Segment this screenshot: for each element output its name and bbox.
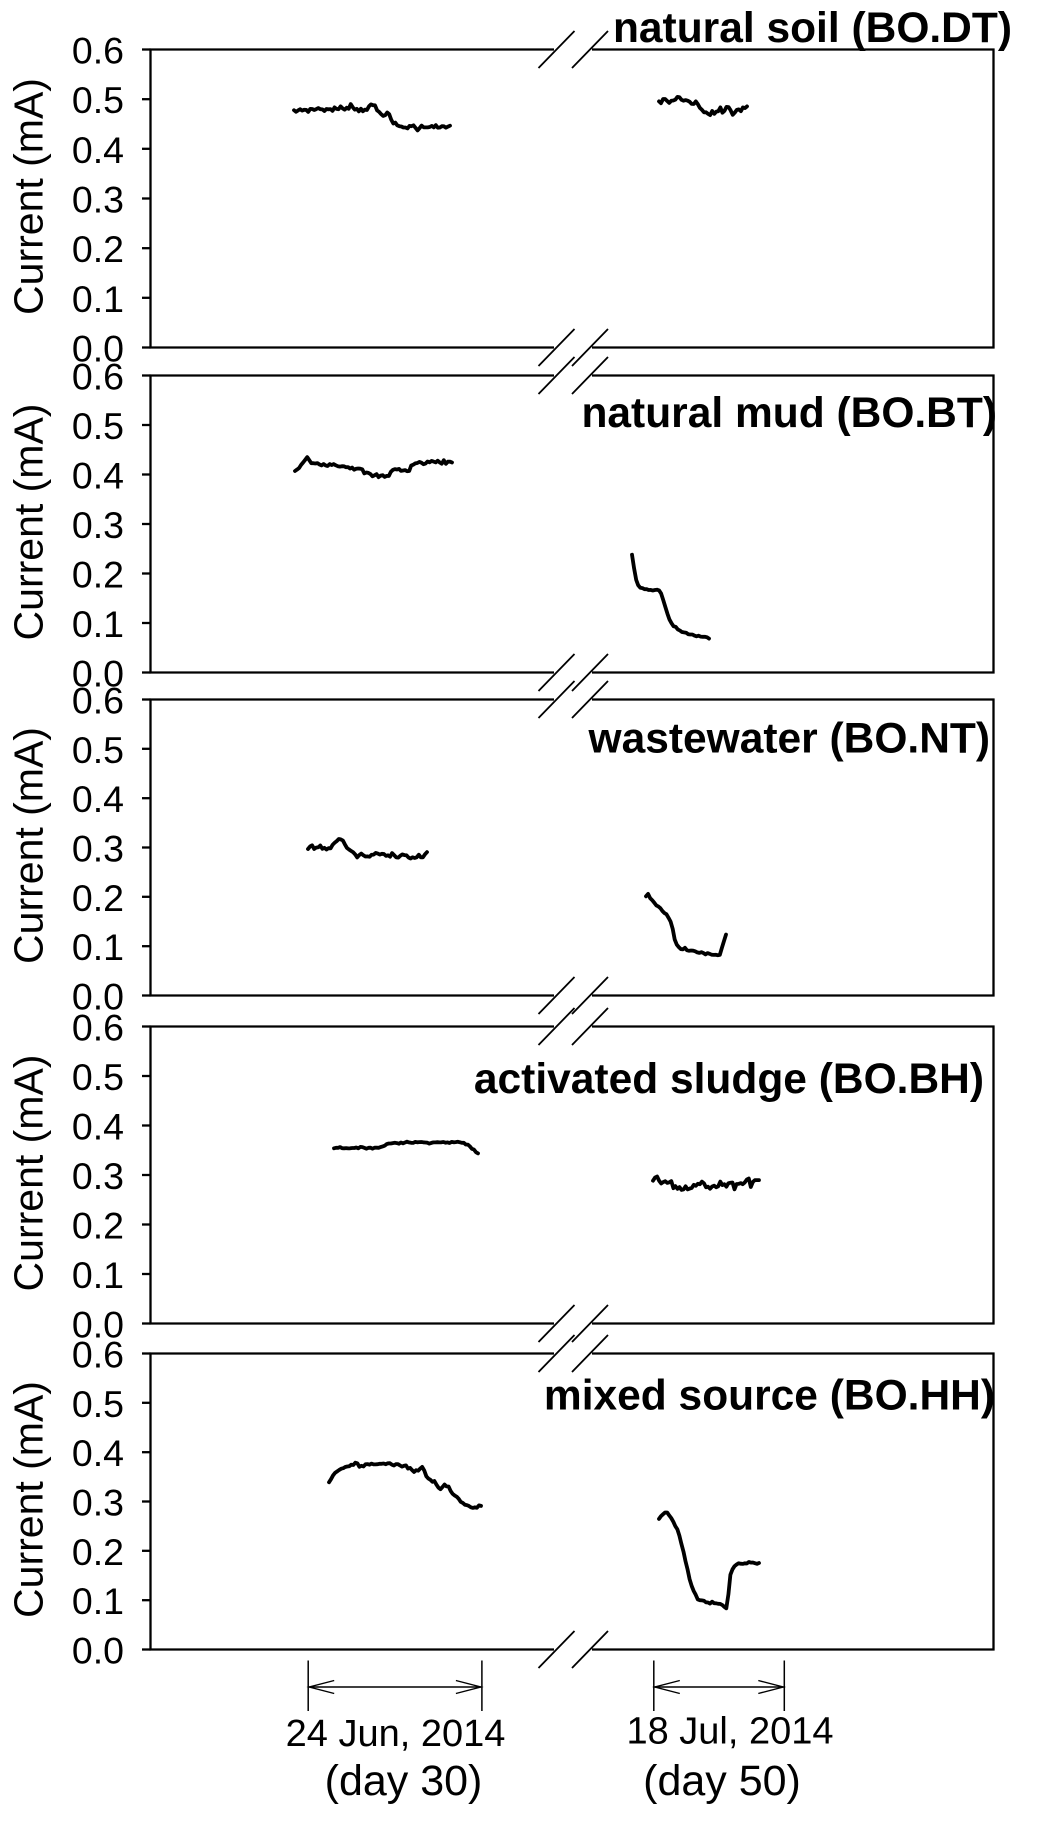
svg-text:0.5: 0.5 [72, 1056, 124, 1098]
svg-text:Current (mA): Current (mA) [6, 727, 52, 964]
svg-text:0.4: 0.4 [72, 1432, 124, 1474]
svg-text:0.1: 0.1 [72, 278, 124, 320]
svg-text:0.3: 0.3 [72, 1482, 124, 1524]
svg-text:0.5: 0.5 [72, 729, 124, 771]
svg-text:Current (mA): Current (mA) [6, 1055, 52, 1292]
svg-text:18 Jul, 2014: 18 Jul, 2014 [626, 1711, 833, 1753]
svg-text:wastewater (BO.NT): wastewater (BO.NT) [588, 716, 990, 763]
svg-text:(day 50): (day 50) [643, 1757, 801, 1805]
svg-text:0.0: 0.0 [72, 653, 124, 695]
svg-text:0.1: 0.1 [72, 926, 124, 968]
svg-text:0.3: 0.3 [72, 828, 124, 870]
svg-text:0.3: 0.3 [72, 1155, 124, 1197]
svg-text:0.2: 0.2 [72, 1531, 124, 1573]
svg-text:0.4: 0.4 [72, 455, 124, 497]
svg-text:0.3: 0.3 [72, 504, 124, 546]
svg-text:0.2: 0.2 [72, 228, 124, 270]
svg-text:(day 30): (day 30) [325, 1757, 483, 1805]
svg-text:0.6: 0.6 [72, 1007, 124, 1049]
svg-text:0.4: 0.4 [72, 778, 124, 820]
svg-text:0.1: 0.1 [72, 603, 124, 645]
svg-text:0.2: 0.2 [72, 877, 124, 919]
svg-text:Current (mA): Current (mA) [6, 404, 52, 641]
svg-text:0.0: 0.0 [72, 976, 124, 1018]
svg-text:0.0: 0.0 [72, 328, 124, 370]
svg-text:0.2: 0.2 [72, 1205, 124, 1247]
svg-text:0.1: 0.1 [72, 1254, 124, 1296]
svg-text:0.6: 0.6 [72, 680, 124, 722]
svg-text:0.4: 0.4 [72, 129, 124, 171]
svg-text:24 Jun, 2014: 24 Jun, 2014 [286, 1713, 506, 1755]
svg-text:activated sludge (BO.BH): activated sludge (BO.BH) [474, 1056, 984, 1103]
svg-text:0.5: 0.5 [72, 405, 124, 447]
svg-text:0.4: 0.4 [72, 1106, 124, 1148]
svg-text:0.3: 0.3 [72, 179, 124, 221]
svg-text:0.5: 0.5 [72, 1383, 124, 1425]
svg-text:0.5: 0.5 [72, 79, 124, 121]
svg-text:natural mud (BO.BT): natural mud (BO.BT) [581, 390, 997, 437]
svg-text:0.0: 0.0 [72, 1304, 124, 1346]
svg-text:0.2: 0.2 [72, 554, 124, 596]
svg-text:0.0: 0.0 [72, 1630, 124, 1672]
svg-text:mixed source (BO.HH): mixed source (BO.HH) [544, 1373, 995, 1420]
svg-text:0.1: 0.1 [72, 1580, 124, 1622]
svg-text:0.6: 0.6 [72, 30, 124, 72]
svg-text:Current (mA): Current (mA) [6, 1381, 52, 1618]
svg-text:natural soil (BO.DT): natural soil (BO.DT) [613, 5, 1012, 52]
svg-text:0.6: 0.6 [72, 1334, 124, 1376]
svg-text:0.6: 0.6 [72, 356, 124, 398]
svg-text:Current (mA): Current (mA) [6, 78, 52, 315]
